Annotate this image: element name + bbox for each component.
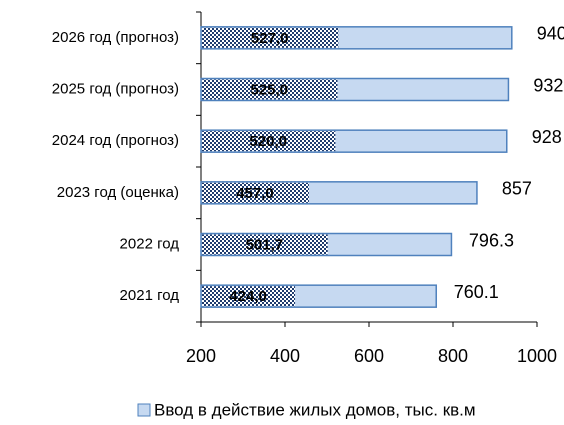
x-tick-label: 800 (438, 346, 468, 366)
inner-value-label: 424,0 (229, 288, 267, 305)
category-label: 2023 год (оценка) (57, 184, 179, 201)
category-label: 2024 год (прогноз) (52, 132, 179, 149)
inner-bar (202, 286, 296, 307)
x-tick-label: 200 (186, 346, 216, 366)
inner-value-label: 501,7 (246, 236, 284, 253)
value-label: 940 (537, 24, 564, 44)
category-label: 2021 год (120, 287, 180, 304)
legend-swatch (137, 403, 151, 417)
legend-label: Ввод в действие жилых домов, тыс. кв.м (154, 400, 476, 419)
inner-value-label: 527,0 (251, 30, 289, 47)
value-label: 932 (533, 75, 563, 95)
value-label: 928 (532, 127, 562, 147)
value-label: 796.3 (469, 230, 514, 250)
category-label: 2025 год (прогноз) (52, 80, 179, 97)
category-label: 2026 год (прогноз) (52, 29, 179, 46)
value-label: 760.1 (454, 282, 499, 302)
value-label: 857 (502, 179, 532, 199)
x-tick-label: 400 (270, 346, 300, 366)
inner-bar (202, 234, 328, 255)
x-tick-label: 1000 (517, 346, 557, 366)
inner-bar (202, 182, 309, 203)
x-tick-label: 600 (354, 346, 384, 366)
inner-value-label: 457,0 (236, 185, 274, 202)
category-label: 2022 год (120, 235, 180, 252)
inner-bar (202, 27, 339, 48)
inner-value-label: 525,0 (250, 81, 288, 98)
inner-bar (202, 79, 338, 100)
inner-value-label: 520,0 (249, 133, 287, 150)
inner-bar (202, 131, 336, 152)
